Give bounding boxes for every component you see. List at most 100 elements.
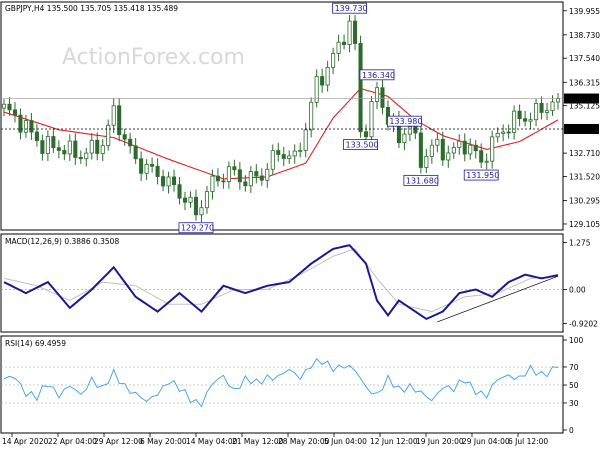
candle-body: [281, 154, 286, 159]
candle-body: [298, 149, 303, 152]
price-y-tick-label: 130.295: [569, 197, 600, 206]
candle-body: [29, 120, 34, 133]
candle-body: [23, 120, 28, 133]
candle-body: [84, 152, 89, 160]
price-panel: [0, 1, 564, 231]
candle-body: [435, 138, 440, 146]
candle-body: [545, 110, 550, 113]
key-level-box: [343, 139, 378, 151]
candle-body: [309, 101, 314, 131]
candle-body: [232, 166, 237, 171]
price-y-tick-label: 138.730: [569, 31, 600, 40]
macd-panel-title: MACD(12,26,9) 0.3886 0.3508: [5, 237, 119, 246]
candle-body: [67, 140, 72, 155]
candle-body: [133, 145, 138, 160]
candle-body: [177, 184, 182, 199]
candle-body: [495, 132, 500, 138]
candle-body: [40, 140, 45, 154]
key-level-box: [178, 222, 214, 234]
candle-body: [429, 144, 434, 157]
x-tick-label: 14 May 04:00: [186, 437, 238, 446]
candle-body: [506, 131, 511, 134]
candle-body: [122, 134, 127, 140]
candle-body: [501, 131, 506, 134]
candle-body: [369, 101, 374, 138]
macd-trendline: [437, 275, 559, 323]
candle-body: [78, 157, 83, 160]
candle-body: [292, 150, 297, 157]
rsi-y-tick-label: 0: [569, 426, 574, 435]
price-y-tick-label: 131.520: [569, 173, 600, 182]
candle-body: [380, 87, 385, 108]
candle-body: [320, 76, 325, 86]
candle-body: [155, 165, 160, 177]
candle-body: [89, 139, 94, 154]
x-tick-label: 28 May 20:00: [278, 437, 330, 446]
candle-body: [237, 169, 242, 183]
macd-y-tick-label: 0.00: [569, 285, 586, 294]
candle-body: [1, 103, 7, 109]
candle-body: [51, 136, 56, 149]
price-y-tick-label: 135.125: [569, 102, 600, 111]
candle-body: [314, 76, 319, 103]
candle-body: [479, 150, 484, 163]
current-price-tag: 135.489: [566, 95, 597, 104]
candle-body: [265, 168, 270, 181]
candle-body: [18, 114, 23, 133]
key-level-label: 129.270: [181, 224, 214, 233]
candle-body: [490, 136, 495, 162]
key-level-label: 131.680: [406, 176, 439, 185]
candle-body: [259, 175, 264, 181]
candle-body: [523, 118, 528, 122]
key-level-box: [387, 115, 422, 127]
candle-body: [56, 147, 61, 151]
candle-body: [517, 110, 522, 120]
rsi-panel: [0, 335, 564, 434]
candle-body: [424, 155, 429, 168]
candle-body: [7, 103, 12, 111]
candle-body: [172, 176, 177, 186]
current-price-tag-box: [564, 93, 599, 104]
candle-body: [363, 131, 369, 138]
candle-body: [144, 164, 149, 174]
candle-body: [100, 145, 105, 154]
rsi-y-tick-label: 100: [569, 336, 584, 345]
support-level-tag-box: [564, 123, 599, 134]
candle-body: [166, 176, 171, 187]
candle-body: [73, 140, 78, 158]
candle-body: [528, 119, 533, 122]
candle-body: [210, 175, 215, 193]
x-tick-label: 6 Jul 12:00: [508, 437, 548, 446]
key-level-label: 133.980: [389, 117, 422, 126]
candle-body: [276, 150, 281, 155]
candle-body: [34, 131, 39, 141]
key-level-label: 136.340: [362, 71, 395, 80]
x-tick-label: 21 May 12:00: [232, 437, 284, 446]
price-panel-title: GBPJPY,H4 135.500 135.705 135.418 135.48…: [5, 4, 178, 13]
key-level-box: [359, 69, 395, 81]
rsi-y-tick-label: 50: [569, 381, 579, 390]
candle-body: [45, 136, 50, 154]
key-level-box: [463, 169, 499, 181]
candle-body: [248, 171, 253, 187]
key-level-box: [332, 2, 367, 14]
key-level-label: 131.950: [466, 171, 499, 180]
candle-body: [457, 140, 462, 148]
candle-body: [418, 132, 423, 168]
support-level-tag: 133.940: [566, 125, 597, 134]
candle-body: [117, 105, 122, 136]
watermark: ActionForex.com: [62, 45, 245, 70]
candle-body: [353, 20, 358, 44]
candle-body: [161, 176, 166, 187]
candle-body: [303, 129, 308, 151]
candle-body: [473, 144, 478, 152]
candle-body: [111, 105, 116, 126]
candle-body: [539, 102, 544, 113]
x-tick-label: 29 Jun 04:00: [462, 437, 510, 446]
candle-body: [243, 181, 248, 187]
candle-body: [221, 180, 226, 183]
candle-body: [150, 164, 155, 167]
key-level-label: 133.500: [346, 141, 379, 150]
candle-body: [139, 158, 144, 174]
